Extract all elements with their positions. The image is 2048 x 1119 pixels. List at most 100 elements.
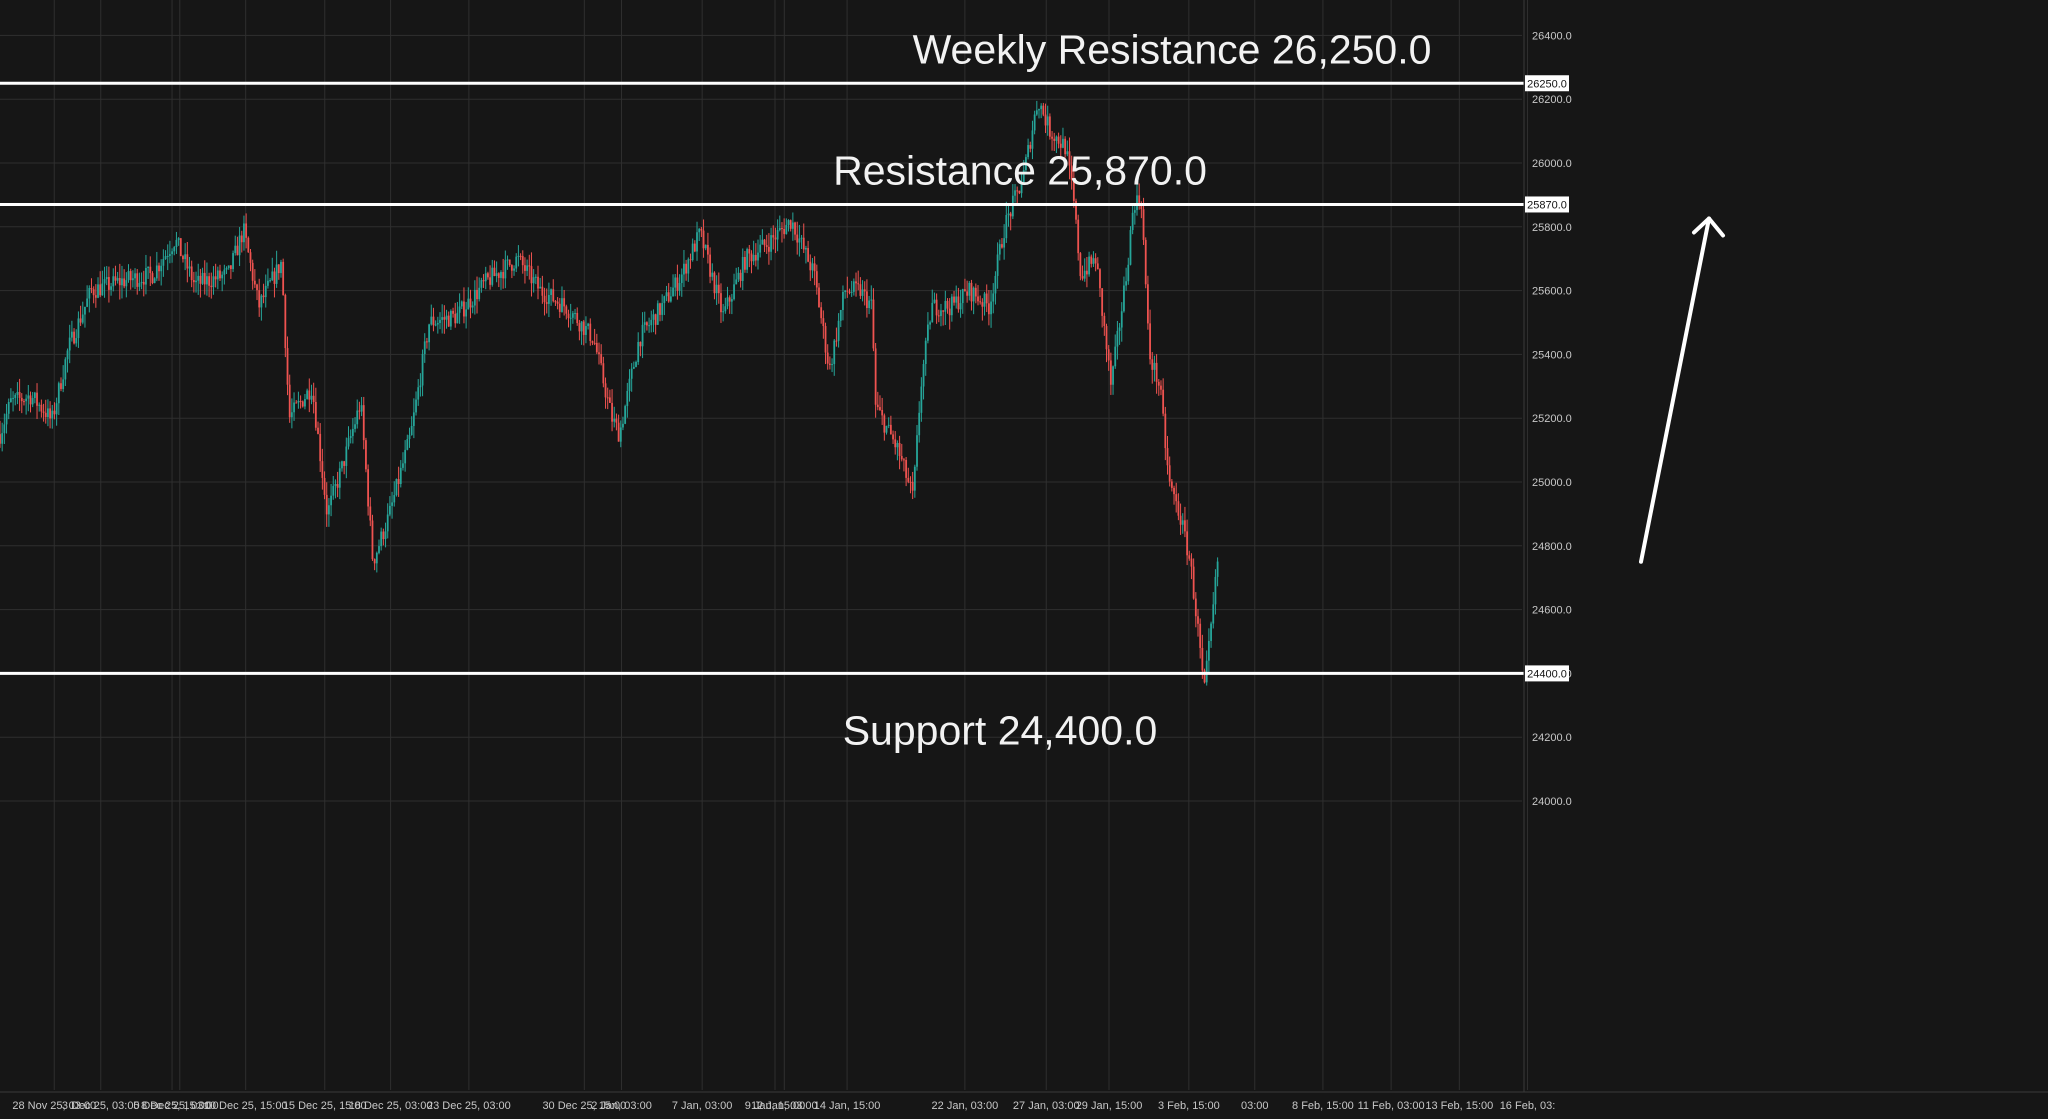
candle-body bbox=[347, 437, 350, 447]
candle-body bbox=[349, 436, 352, 438]
candle-body bbox=[1112, 366, 1114, 385]
candle-body bbox=[110, 286, 112, 290]
candle-body bbox=[77, 318, 80, 339]
candle-body bbox=[905, 459, 908, 478]
candle-body bbox=[1070, 165, 1073, 180]
candle-body bbox=[253, 280, 256, 285]
candle-body bbox=[822, 318, 825, 327]
candle-body bbox=[1151, 359, 1154, 370]
level-price-badge bbox=[1525, 196, 1569, 213]
candle-body bbox=[197, 275, 200, 281]
candle-body bbox=[351, 428, 354, 437]
candle-body bbox=[79, 318, 82, 323]
candle-body bbox=[761, 239, 764, 245]
candle-body bbox=[195, 280, 197, 283]
x-tick-label: 11 Feb, 03:00 bbox=[1358, 1100, 1425, 1112]
candle-body bbox=[844, 290, 847, 292]
price-axis[interactable]: 24000.0 24200.0 24400.0 24600.0 24800.0 25000… bbox=[0, 0, 2048, 1093]
candle-body bbox=[1188, 555, 1191, 559]
candle-body bbox=[1096, 263, 1099, 270]
candle-body bbox=[1199, 623, 1202, 648]
candle-body bbox=[480, 280, 483, 288]
candle-body bbox=[373, 559, 376, 564]
candle-body bbox=[968, 282, 971, 296]
candle-body bbox=[637, 341, 640, 362]
candle-body bbox=[748, 249, 751, 254]
candle-body bbox=[184, 254, 187, 260]
candle-body bbox=[933, 299, 936, 303]
candle-body bbox=[367, 469, 370, 507]
candle-body bbox=[687, 259, 690, 274]
candle-body bbox=[31, 398, 34, 405]
time-axis[interactable]: 28 Nov 25, 03:003 Dec 25, 03:005 Dec 25,… bbox=[12, 1100, 1555, 1112]
candle-body bbox=[384, 531, 387, 540]
candle-body bbox=[149, 266, 152, 274]
candle-body bbox=[567, 313, 570, 318]
candle-body bbox=[669, 296, 672, 302]
candle-body bbox=[532, 277, 535, 284]
candle-body bbox=[992, 293, 995, 302]
candle-body bbox=[903, 459, 905, 461]
x-tick-label: 14 Jan, 15:00 bbox=[814, 1100, 881, 1112]
candle-body bbox=[689, 259, 692, 261]
y-tick-label: 25400.0 bbox=[1532, 349, 1572, 361]
candle-body bbox=[192, 280, 195, 283]
candle-body bbox=[922, 364, 925, 387]
candle-body bbox=[68, 337, 71, 351]
candle-body bbox=[449, 310, 452, 327]
candle-body bbox=[1120, 311, 1123, 328]
candle-body bbox=[251, 262, 254, 281]
candle-body bbox=[493, 267, 496, 277]
candle-body bbox=[1203, 670, 1206, 683]
candle-body bbox=[402, 463, 404, 468]
candle-body bbox=[541, 286, 544, 296]
candle-body bbox=[108, 277, 110, 290]
candle-body bbox=[1064, 138, 1067, 155]
candle-body bbox=[391, 502, 393, 506]
y-tick-label: 24000.0 bbox=[1532, 796, 1572, 808]
candle-body bbox=[556, 301, 559, 304]
candle-body bbox=[0, 434, 1, 444]
candle-body bbox=[473, 289, 476, 306]
candle-body bbox=[722, 311, 725, 313]
candle-body bbox=[92, 289, 95, 296]
candle-body bbox=[280, 261, 282, 274]
candle-body bbox=[310, 395, 313, 400]
candle-body bbox=[598, 352, 600, 355]
candle-body bbox=[741, 257, 744, 281]
candle-body bbox=[334, 484, 337, 486]
candle-body bbox=[702, 230, 705, 249]
candle-body bbox=[713, 272, 716, 294]
candle-body bbox=[62, 379, 65, 389]
candle-body bbox=[284, 294, 287, 349]
candle-body bbox=[1201, 647, 1204, 671]
y-tick-label: 25800.0 bbox=[1532, 222, 1572, 234]
candle-body bbox=[709, 254, 711, 277]
candle-body bbox=[641, 324, 644, 347]
candle-body bbox=[563, 298, 566, 307]
candle-body bbox=[774, 237, 777, 240]
candle-body bbox=[548, 294, 550, 304]
candle-body bbox=[219, 270, 221, 279]
candle-body bbox=[898, 442, 901, 457]
candle-body bbox=[785, 224, 788, 235]
candle-body bbox=[763, 239, 766, 246]
candle-body bbox=[987, 303, 990, 315]
candle-body bbox=[40, 404, 43, 412]
candle-body bbox=[29, 395, 32, 405]
candle-body bbox=[953, 296, 955, 303]
projection-arrow bbox=[1639, 216, 1725, 564]
candle-body bbox=[1007, 213, 1010, 216]
candle-body bbox=[643, 322, 646, 325]
candle-body bbox=[602, 363, 605, 384]
candle-body bbox=[990, 301, 992, 315]
candle-body bbox=[153, 278, 156, 284]
x-tick-label: 23 Dec 25, 03:00 bbox=[427, 1100, 511, 1112]
candle-body bbox=[831, 364, 833, 366]
candle-body bbox=[16, 391, 19, 395]
candle-body bbox=[426, 341, 428, 343]
candle-body bbox=[317, 427, 319, 434]
x-tick-label: 29 Jan, 15:00 bbox=[1076, 1100, 1143, 1112]
candle-body bbox=[121, 278, 123, 286]
